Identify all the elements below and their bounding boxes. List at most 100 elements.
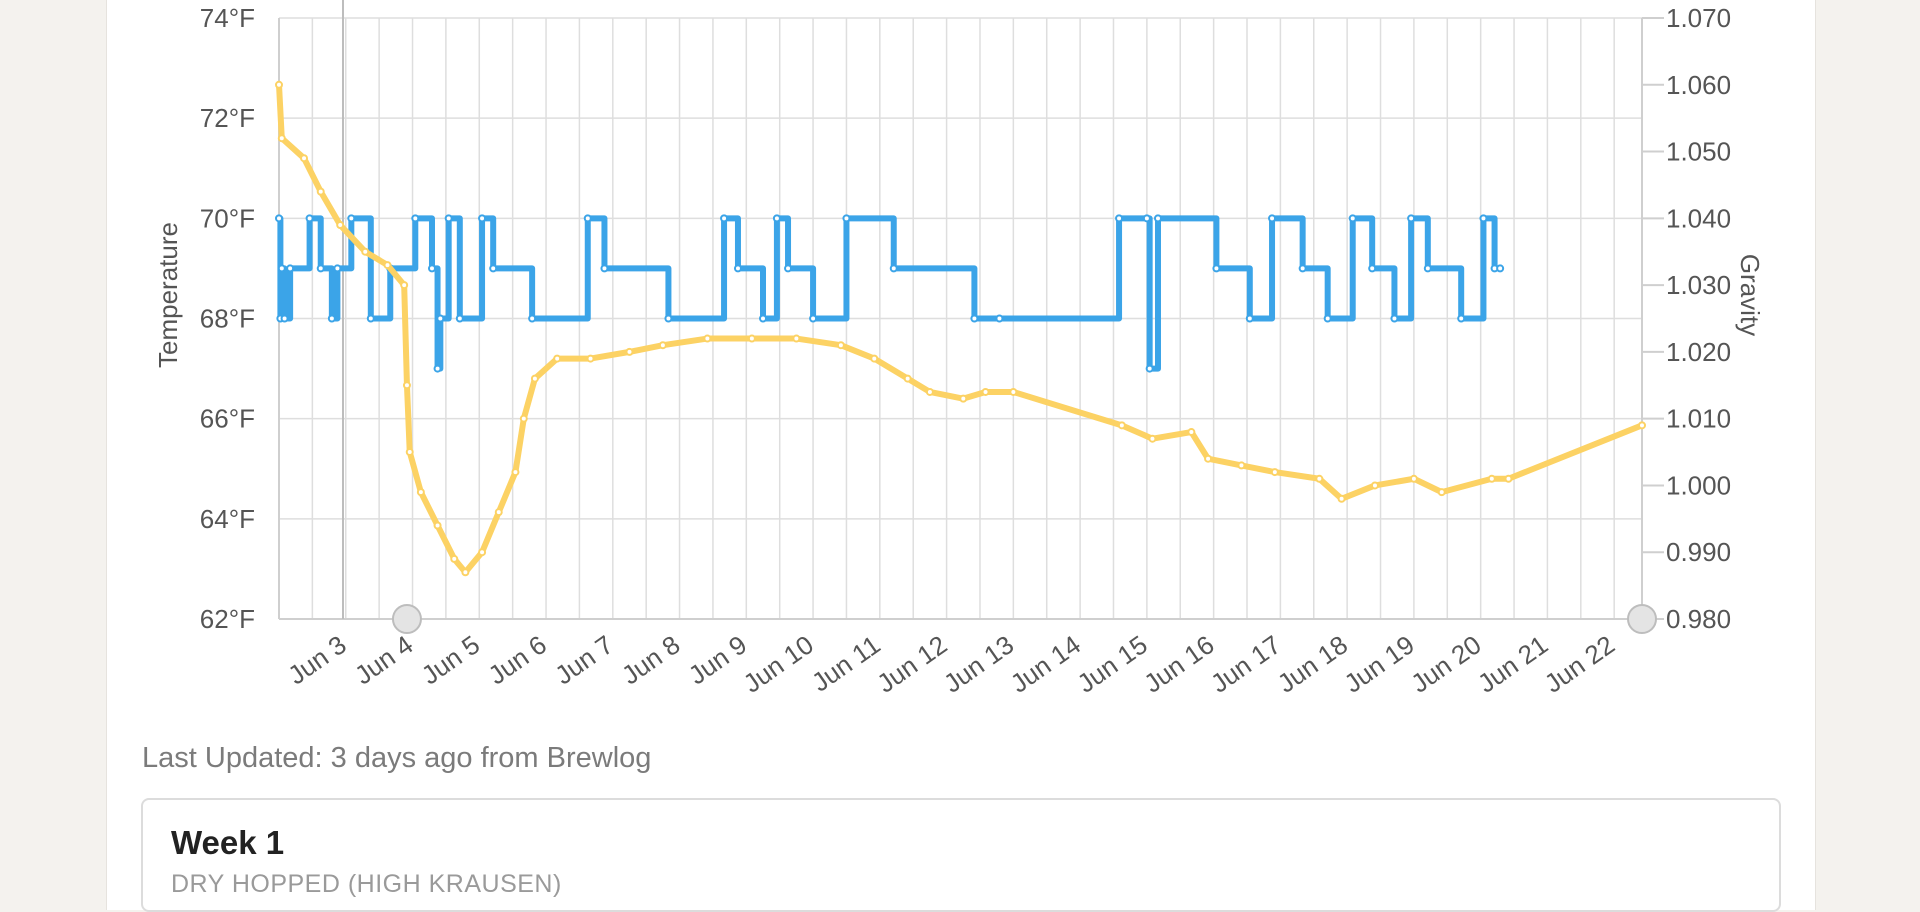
gravity-point bbox=[511, 468, 520, 477]
date-tick-label: Jun 12 bbox=[871, 629, 952, 698]
date-tick-label: Jun 22 bbox=[1539, 629, 1620, 698]
temperature-point bbox=[411, 214, 420, 223]
temperature-tick-label: 62°F bbox=[200, 604, 255, 634]
date-tick-label: Jun 17 bbox=[1205, 629, 1286, 698]
date-tick-label: Jun 5 bbox=[416, 629, 485, 690]
gravity-tick-label: 1.030 bbox=[1666, 270, 1731, 300]
temperature-point bbox=[1423, 264, 1432, 273]
gravity-tick-label: 0.980 bbox=[1666, 604, 1731, 634]
temperature-series-line bbox=[276, 215, 1504, 372]
gravity-series-line bbox=[276, 81, 1645, 576]
temperature-point bbox=[583, 214, 592, 223]
gravity-axis: 0.980 0.990 1.000 1.010 1.020 1.030 1.040 1.050… bbox=[1642, 3, 1731, 634]
temperature-tick-label: 68°F bbox=[200, 304, 255, 334]
gravity-point bbox=[1117, 421, 1126, 430]
temperature-point bbox=[1457, 314, 1466, 323]
gravity-point bbox=[703, 334, 712, 343]
gravity-point bbox=[336, 221, 345, 230]
temperature-point bbox=[1298, 264, 1307, 273]
gravity-point bbox=[1409, 474, 1418, 483]
temperature-point bbox=[347, 214, 356, 223]
note-card[interactable]: Week 1 DRY HOPPED (HIGH KRAUSEN) bbox=[141, 798, 1781, 912]
gravity-tick-label: 0.990 bbox=[1666, 537, 1731, 567]
temperature-point bbox=[280, 314, 289, 323]
gravity-point bbox=[519, 414, 528, 423]
gravity-tick-label: 1.050 bbox=[1666, 137, 1731, 167]
gravity-point bbox=[478, 548, 487, 557]
temperature-axis-title: Temperature bbox=[153, 222, 183, 368]
gravity-point bbox=[1237, 461, 1246, 470]
temperature-point bbox=[772, 214, 781, 223]
gravity-point bbox=[383, 261, 392, 270]
gravity-tick-label: 1.010 bbox=[1666, 404, 1731, 434]
date-tick-label: Jun 15 bbox=[1072, 629, 1153, 698]
gravity-point bbox=[959, 394, 968, 403]
gravity-point bbox=[925, 387, 934, 396]
gravity-tick-label: 1.070 bbox=[1666, 3, 1731, 33]
temperature-tick-label: 66°F bbox=[200, 404, 255, 434]
temperature-tick-label: 72°F bbox=[200, 103, 255, 133]
gravity-tick-label: 1.000 bbox=[1666, 470, 1731, 500]
gravity-point bbox=[1504, 474, 1513, 483]
temperature-point bbox=[436, 314, 445, 323]
temperature-point bbox=[759, 314, 768, 323]
range-start-handle[interactable] bbox=[391, 604, 422, 634]
temperature-point bbox=[1390, 314, 1399, 323]
temperature-point bbox=[889, 264, 898, 273]
note-title: Week 1 bbox=[171, 824, 285, 861]
chart-grid bbox=[278, 0, 1643, 620]
date-tick-label: Jun 21 bbox=[1472, 629, 1553, 698]
temperature-point bbox=[995, 314, 1004, 323]
temperature-point bbox=[316, 264, 325, 273]
gravity-point bbox=[903, 374, 912, 383]
date-tick-label: Jun 18 bbox=[1272, 629, 1353, 698]
gravity-point bbox=[461, 568, 470, 577]
fermentation-chart: 62°F 64°F 66°F 68°F 70°F 72°F 74°F 0.980 0.990 1… bbox=[153, 0, 1765, 699]
temperature-point bbox=[528, 314, 537, 323]
temperature-point bbox=[1142, 214, 1151, 223]
temperature-point bbox=[478, 214, 487, 223]
gravity-point bbox=[1337, 494, 1346, 503]
date-tick-label: Jun 11 bbox=[806, 629, 886, 697]
temperature-point bbox=[1145, 364, 1154, 373]
gravity-point bbox=[416, 488, 425, 497]
chart-series bbox=[275, 80, 1646, 577]
range-navigator[interactable] bbox=[391, 604, 1657, 634]
date-tick-label: Jun 19 bbox=[1339, 629, 1420, 698]
temperature-point bbox=[1496, 264, 1505, 273]
temperature-point bbox=[1268, 214, 1277, 223]
temperature-axis: 62°F 64°F 66°F 68°F 70°F 72°F 74°F bbox=[200, 3, 255, 634]
date-tick-label: Jun 20 bbox=[1405, 629, 1486, 698]
gravity-point bbox=[1315, 474, 1324, 483]
gravity-point bbox=[625, 347, 634, 356]
gravity-point bbox=[494, 508, 503, 517]
range-end-handle[interactable] bbox=[1627, 604, 1657, 634]
date-tick-label: Jun 3 bbox=[282, 629, 351, 690]
note-subtitle: DRY HOPPED (HIGH KRAUSEN) bbox=[171, 870, 562, 898]
gravity-point bbox=[658, 341, 667, 350]
temperature-point bbox=[286, 264, 295, 273]
gravity-point bbox=[792, 334, 801, 343]
gravity-point bbox=[1187, 428, 1196, 437]
date-tick-label: Jun 10 bbox=[738, 629, 819, 698]
gravity-point bbox=[1148, 434, 1157, 443]
gravity-point bbox=[1009, 387, 1018, 396]
temperature-point bbox=[970, 314, 979, 323]
gravity-point bbox=[1370, 481, 1379, 490]
gravity-point bbox=[870, 354, 879, 363]
gravity-tick-label: 1.040 bbox=[1666, 203, 1731, 233]
last-updated-text: Last Updated: 3 days ago from Brewlog bbox=[142, 742, 652, 774]
temperature-point bbox=[333, 264, 342, 273]
gravity-point bbox=[275, 80, 283, 89]
gravity-point bbox=[361, 247, 370, 256]
temperature-point bbox=[720, 214, 729, 223]
temperature-tick-label: 74°F bbox=[200, 3, 255, 33]
gravity-axis-title: Gravity bbox=[1735, 254, 1765, 336]
gravity-point bbox=[1437, 488, 1446, 497]
gravity-point bbox=[586, 354, 595, 363]
date-tick-label: Jun 13 bbox=[938, 629, 1019, 698]
temperature-point bbox=[842, 214, 851, 223]
temperature-point bbox=[277, 264, 286, 273]
gravity-point bbox=[1487, 474, 1496, 483]
